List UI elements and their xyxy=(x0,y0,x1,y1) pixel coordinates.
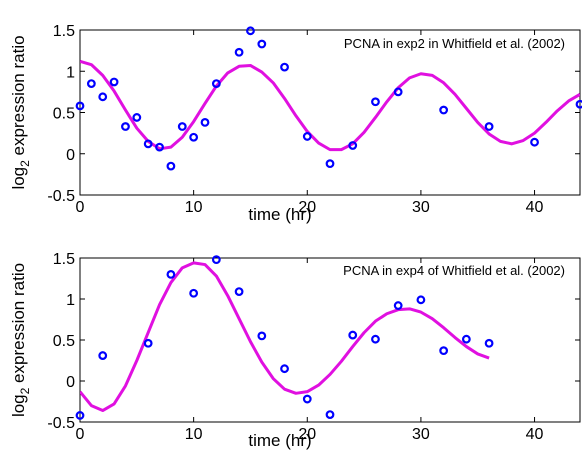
data-point xyxy=(132,113,142,122)
x-tick-label: 30 xyxy=(412,426,430,443)
data-point xyxy=(280,364,289,374)
data-point xyxy=(257,331,267,341)
data-point xyxy=(189,288,199,298)
data-point xyxy=(439,105,449,115)
data-point xyxy=(461,334,471,344)
legend-text: PCNA in exp2 in Whitfield et al. (2002) xyxy=(344,36,565,51)
y-tick-label: 1.5 xyxy=(53,23,75,40)
data-point xyxy=(575,99,582,109)
data-point xyxy=(393,301,403,310)
data-point xyxy=(166,161,176,171)
data-point xyxy=(143,338,153,348)
x-tick-label: 40 xyxy=(526,199,544,216)
data-point xyxy=(121,122,130,131)
data-point xyxy=(325,410,335,420)
y-label-subscript: 2 xyxy=(18,160,32,167)
data-point xyxy=(109,77,119,87)
data-point xyxy=(234,47,244,57)
x-tick-label: 20 xyxy=(298,199,316,216)
data-point xyxy=(280,62,289,72)
data-point xyxy=(371,334,380,344)
data-point xyxy=(98,92,108,102)
data-point xyxy=(75,101,85,111)
data-point xyxy=(143,139,153,149)
fit-curve xyxy=(80,59,580,152)
x-axis-label: time (hr) xyxy=(248,205,311,224)
y-tick-label: 0.5 xyxy=(53,333,75,350)
data-point xyxy=(302,394,312,404)
y-tick-label: 1 xyxy=(66,292,75,309)
x-tick-label: 10 xyxy=(185,426,203,443)
data-point xyxy=(348,330,358,340)
data-point xyxy=(189,132,199,142)
y-label-subscript: 2 xyxy=(18,387,32,394)
x-tick-label: 40 xyxy=(526,426,544,443)
y-tick-label: 0 xyxy=(66,374,75,391)
x-tick-label: 0 xyxy=(76,426,85,443)
data-point xyxy=(484,122,494,131)
x-tick-label: 0 xyxy=(76,199,85,216)
y-label-rest: expression ratio xyxy=(9,35,28,160)
y-tick-label: 0 xyxy=(66,147,75,164)
x-tick-label: 30 xyxy=(412,199,430,216)
data-point xyxy=(302,132,312,141)
data-point xyxy=(234,287,244,297)
y-label-main: log xyxy=(9,394,28,417)
y-tick-label: 0.5 xyxy=(53,106,75,123)
data-point xyxy=(155,142,164,152)
data-point xyxy=(200,117,210,127)
axes-box xyxy=(79,257,581,423)
legend-text: PCNA in exp4 of Whitfield et al. (2002) xyxy=(343,263,565,278)
data-point xyxy=(98,351,108,360)
fit-curve xyxy=(80,261,490,413)
data-point xyxy=(211,255,221,265)
data-point xyxy=(439,346,449,356)
x-tick-label: 20 xyxy=(298,426,316,443)
y-tick-label: 1 xyxy=(66,64,75,81)
axes-box xyxy=(79,29,581,196)
data-point xyxy=(211,79,221,89)
data-point xyxy=(348,141,358,150)
y-tick-label: -0.5 xyxy=(47,188,75,205)
x-axis-label: time (hr) xyxy=(248,431,311,450)
data-point xyxy=(484,338,494,348)
data-point xyxy=(257,39,267,49)
data-point xyxy=(393,87,403,97)
x-tick-label: 10 xyxy=(185,199,203,216)
data-point xyxy=(166,270,176,279)
data-point xyxy=(416,295,426,305)
y-axis-label: log2 expression ratio xyxy=(9,263,32,417)
y-label-main: log xyxy=(9,167,28,190)
y-label-rest: expression ratio xyxy=(9,263,28,388)
y-axis-label: log2 expression ratio xyxy=(9,35,32,189)
data-point xyxy=(246,26,255,36)
data-point xyxy=(75,411,85,420)
data-point xyxy=(530,137,539,147)
y-tick-label: -0.5 xyxy=(47,415,75,432)
data-point xyxy=(86,79,96,89)
y-tick-label: 1.5 xyxy=(53,251,75,268)
data-point xyxy=(325,159,335,169)
data-point xyxy=(177,122,187,131)
data-point xyxy=(371,97,380,107)
